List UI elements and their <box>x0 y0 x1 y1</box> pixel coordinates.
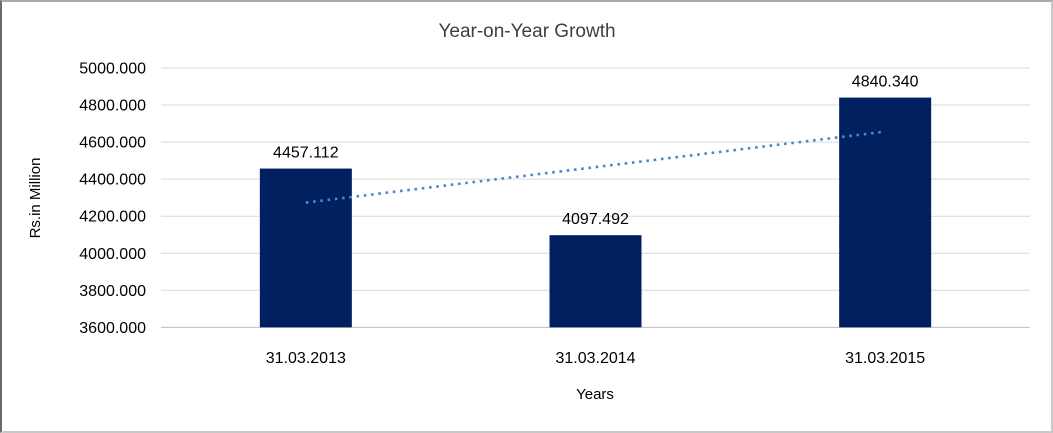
x-category-label: 31.03.2014 <box>555 350 635 367</box>
bar <box>259 168 352 328</box>
y-tick-label: 4800.000 <box>79 98 146 115</box>
y-tick-label: 4200.000 <box>79 209 146 226</box>
y-axis-tick-labels: 5000.000 4800.000 4600.000 4400.000 4200.000… <box>79 61 146 337</box>
y-tick-label: 4600.000 <box>79 135 146 152</box>
x-category-label: 31.03.2013 <box>266 350 346 367</box>
y-tick-label: 4000.000 <box>79 246 146 263</box>
trendline <box>305 130 886 204</box>
y-axis-title: Rs.in Million <box>27 158 44 239</box>
y-tick-label: 3800.000 <box>79 283 146 300</box>
y-tick-label: 4400.000 <box>79 172 146 189</box>
bar-series <box>259 97 932 328</box>
bar-data-label: 4097.492 <box>562 211 629 228</box>
bar-data-label: 4840.340 <box>852 74 919 91</box>
chart-title: Year-on-Year Growth <box>438 21 615 42</box>
x-axis-title: Years <box>576 386 614 403</box>
bar <box>549 235 642 328</box>
bar <box>839 97 932 328</box>
y-tick-label: 3600.000 <box>79 320 146 337</box>
bar-data-label: 4457.112 <box>273 145 339 162</box>
x-category-label: 31.03.2015 <box>845 350 925 367</box>
x-axis-category-labels: 31.03.2013 31.03.2014 31.03.2015 <box>266 350 926 367</box>
dotted-trendline <box>305 130 886 204</box>
data-labels: 4457.112 4097.492 4840.340 <box>273 74 919 229</box>
y-tick-label: 5000.000 <box>79 61 146 78</box>
